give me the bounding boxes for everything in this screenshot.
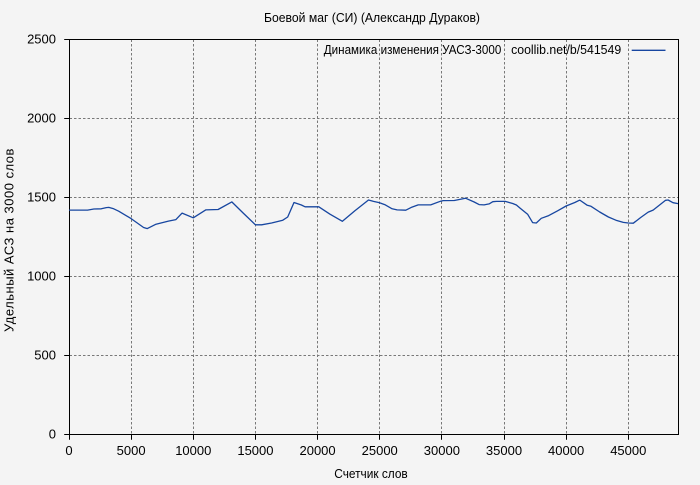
svg-text:0: 0 [65,443,72,458]
svg-text:Счетчик слов: Счетчик слов [334,466,408,480]
svg-text:1000: 1000 [27,268,56,283]
svg-text:0: 0 [49,426,56,441]
svg-text:5000: 5000 [117,443,146,458]
svg-text:Динамика изменения УАСЗ-3000: Динамика изменения УАСЗ-3000 [324,42,502,57]
svg-text:35000: 35000 [486,443,522,458]
svg-text:2000: 2000 [27,110,56,125]
svg-text:45000: 45000 [610,443,646,458]
svg-text:Боевой маг (СИ) (Александр Дур: Боевой маг (СИ) (Александр Дураков) [264,10,480,25]
svg-text:25000: 25000 [362,443,398,458]
svg-text:20000: 20000 [299,443,335,458]
svg-text:40000: 40000 [548,443,584,458]
svg-text:2500: 2500 [27,31,56,46]
svg-text:1500: 1500 [27,189,56,204]
svg-text:500: 500 [34,347,56,362]
svg-text:Удельный АСЗ на 3000 слов: Удельный АСЗ на 3000 слов [2,148,17,332]
svg-text:coollib.net/b/541549: coollib.net/b/541549 [511,42,621,57]
svg-text:30000: 30000 [424,443,460,458]
svg-text:10000: 10000 [175,443,211,458]
svg-text:15000: 15000 [237,443,273,458]
